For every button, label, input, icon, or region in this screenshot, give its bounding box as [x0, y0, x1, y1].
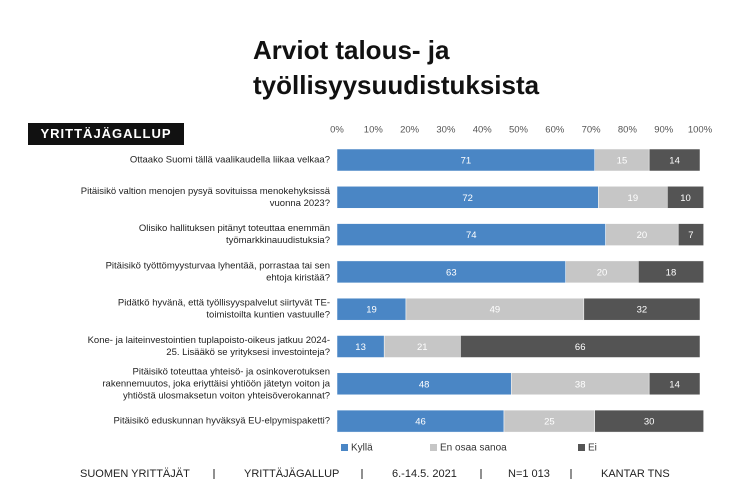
footer-text: 6.-14.5. 2021	[392, 468, 457, 480]
category-label: Pitäisikö toteuttaa yhteisö- ja osinkove…	[133, 366, 331, 377]
category-label: Pitäisikö eduskunnan hyväksyä EU-elpymis…	[114, 416, 331, 427]
category-label: Pidätkö hyvänä, että työllisyyspalvelut …	[118, 298, 330, 309]
badge: YRITTÄJÄGALLUP	[41, 126, 172, 141]
x-tick-label: 90%	[654, 125, 674, 136]
badge-box	[28, 123, 184, 145]
value-label: 48	[419, 379, 430, 390]
category-label: toimistoilta kuntien vastuulle?	[206, 310, 330, 321]
value-label: 63	[446, 267, 457, 278]
x-tick-label: 40%	[473, 125, 493, 136]
x-tick-label: 80%	[618, 125, 638, 136]
value-label: 13	[355, 342, 366, 353]
footer-text: N=1 013	[508, 468, 550, 480]
value-label: 74	[466, 230, 477, 241]
bar-segment	[583, 297, 701, 321]
bar-segment	[648, 372, 701, 396]
x-tick-label: 30%	[436, 125, 456, 136]
footer-text: YRITTÄJÄGALLUP	[244, 468, 339, 480]
value-label: 18	[666, 267, 677, 278]
x-tick-label: 60%	[545, 125, 565, 136]
category-label: Olisiko hallituksen pitänyt toteuttaa en…	[139, 223, 330, 234]
value-label: 72	[462, 193, 473, 204]
bar-segment	[638, 260, 704, 284]
category-label: 25. Lisääkö se yrityksesi investointeja?	[166, 347, 330, 358]
x-tick-label: 10%	[364, 125, 384, 136]
value-label: 38	[575, 379, 586, 390]
value-label: 21	[417, 342, 428, 353]
category-label: rakennemuutos, joka eriyttäisi yhtiöön j…	[102, 378, 330, 389]
value-label: 46	[415, 417, 426, 428]
chart-title: työllisyysuudistuksista	[253, 70, 540, 100]
category-label: työmarkkinauudistuksia?	[226, 235, 330, 246]
category-label: vuonna 2023?	[270, 198, 330, 209]
bar-segment	[460, 335, 701, 358]
legend-label: Ei	[588, 443, 597, 454]
x-tick-label: 50%	[509, 125, 529, 136]
chart-title: Arviot talous- ja	[253, 35, 450, 65]
x-tick-label: 70%	[582, 125, 602, 136]
legend-swatch	[578, 444, 585, 451]
category-label: Pitäisikö työttömyysturvaa lyhentää, por…	[106, 260, 330, 271]
value-label: 7	[688, 230, 693, 241]
x-tick-label: 20%	[400, 125, 420, 136]
value-label: 20	[597, 267, 608, 278]
value-label: 25	[544, 417, 555, 428]
category-label: Ottaako Suomi tällä vaalikaudella liikaa…	[130, 155, 330, 166]
footer-text: SUOMEN YRITTÄJÄT	[80, 468, 190, 480]
bar-segment	[677, 223, 704, 246]
value-label: 30	[644, 417, 655, 428]
footer-text: KANTAR TNS	[601, 468, 670, 480]
bar-segment	[594, 409, 704, 433]
value-label: 15	[617, 156, 628, 167]
category-label: ehtoja kiristää?	[266, 272, 330, 283]
value-label: 71	[461, 156, 472, 167]
legend-swatch	[430, 444, 437, 451]
value-label: 19	[366, 305, 377, 316]
value-label: 10	[680, 193, 691, 204]
value-label: 66	[575, 342, 586, 353]
value-label: 20	[637, 230, 648, 241]
bar-segment	[648, 148, 701, 172]
legend-label: Kyllä	[351, 443, 373, 454]
value-label: 19	[628, 193, 639, 204]
value-label: 32	[637, 305, 648, 316]
value-label: 14	[669, 379, 680, 390]
x-tick-label: 0%	[330, 125, 344, 136]
bar-segment	[667, 186, 704, 209]
x-tick-label: 100%	[688, 125, 713, 136]
category-label: Pitäisikö valtion menojen pysyä sovituis…	[81, 186, 331, 197]
legend-swatch	[341, 444, 348, 451]
legend-label: En osaa sanoa	[440, 443, 507, 454]
category-label: Kone- ja laiteinvestointien tuplapoisto-…	[88, 335, 330, 346]
category-label: yhtiöstä ulosmaksetun voiton yhteisövero…	[123, 390, 330, 401]
value-label: 14	[669, 156, 680, 167]
value-label: 49	[490, 305, 501, 316]
